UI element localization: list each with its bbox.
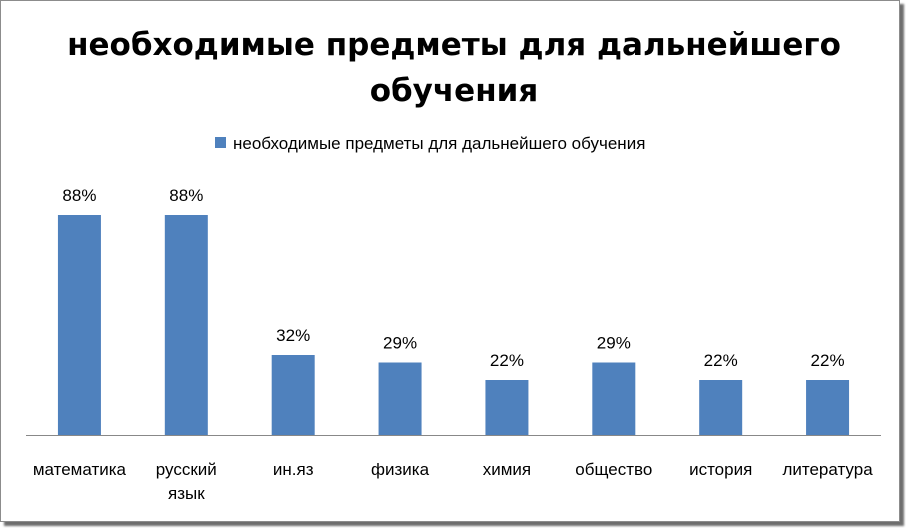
chart-title-line-2: обучения [370, 73, 539, 109]
bar [485, 380, 529, 435]
category-label: математика [33, 460, 127, 479]
category-label: физика [371, 460, 430, 479]
data-label: 29% [597, 334, 631, 353]
bar [806, 380, 850, 435]
chart-title-line-1: необходимые предметы для дальнейшего [67, 27, 841, 63]
category-label: русский [156, 460, 217, 479]
data-label: 22% [704, 351, 738, 370]
bar [271, 355, 315, 435]
legend-swatch [215, 137, 226, 148]
data-label: 88% [62, 186, 96, 205]
category-label: литература [782, 460, 873, 479]
plot-area: 88% математика 88% русский язык 32% ин.яз 29% фи… [26, 186, 881, 503]
bar [592, 362, 636, 435]
data-label: 22% [490, 351, 524, 370]
data-label: 32% [276, 326, 310, 345]
data-label: 29% [383, 334, 417, 353]
bar [57, 215, 101, 435]
category-label: химия [483, 460, 531, 479]
bar [378, 362, 422, 435]
data-label: 88% [169, 186, 203, 205]
bar [164, 215, 208, 435]
category-label: язык [168, 484, 205, 503]
category-label: история [689, 460, 752, 479]
bar [699, 380, 743, 435]
legend-label: необходимые предметы для дальнейшего обу… [233, 134, 645, 153]
legend: необходимые предметы для дальнейшего обу… [215, 134, 645, 153]
category-label: ин.яз [273, 460, 314, 479]
category-label: общество [575, 460, 652, 479]
data-label: 22% [811, 351, 845, 370]
